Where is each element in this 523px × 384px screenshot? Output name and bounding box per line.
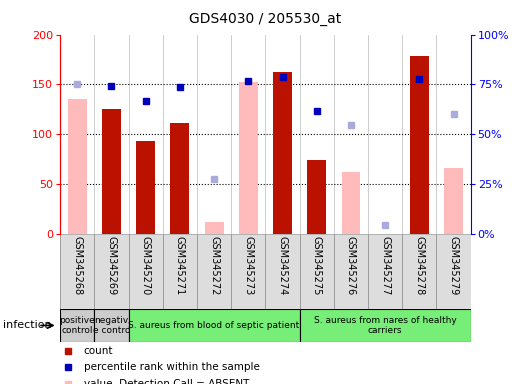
- Bar: [197, 234, 231, 309]
- Text: S. aureus from nares of healthy
carriers: S. aureus from nares of healthy carriers: [314, 316, 457, 335]
- Bar: [239, 83, 258, 234]
- Bar: [342, 172, 360, 234]
- Text: percentile rank within the sample: percentile rank within the sample: [84, 362, 259, 372]
- Text: GSM345273: GSM345273: [243, 237, 253, 296]
- Bar: [402, 234, 437, 309]
- Text: infection: infection: [3, 320, 51, 331]
- Bar: [266, 234, 300, 309]
- Text: GSM345268: GSM345268: [72, 237, 82, 296]
- Bar: [137, 141, 155, 234]
- Bar: [102, 109, 121, 234]
- Bar: [300, 309, 471, 342]
- Text: GSM345270: GSM345270: [141, 237, 151, 296]
- Bar: [231, 234, 266, 309]
- Bar: [368, 234, 402, 309]
- Text: GDS4030 / 205530_at: GDS4030 / 205530_at: [189, 12, 342, 25]
- Text: value, Detection Call = ABSENT: value, Detection Call = ABSENT: [84, 379, 249, 384]
- Text: GSM345276: GSM345276: [346, 237, 356, 296]
- Bar: [94, 309, 129, 342]
- Bar: [308, 161, 326, 234]
- Text: GSM345269: GSM345269: [107, 237, 117, 296]
- Text: negativ
e contro: negativ e contro: [93, 316, 130, 335]
- Text: GSM345275: GSM345275: [312, 237, 322, 296]
- Bar: [300, 234, 334, 309]
- Text: GSM345272: GSM345272: [209, 237, 219, 296]
- Text: GSM345271: GSM345271: [175, 237, 185, 296]
- Bar: [60, 309, 94, 342]
- Text: GSM345277: GSM345277: [380, 237, 390, 296]
- Text: GSM345278: GSM345278: [414, 237, 424, 296]
- Bar: [129, 309, 300, 342]
- Text: S. aureus from blood of septic patient: S. aureus from blood of septic patient: [129, 321, 300, 330]
- Bar: [68, 99, 87, 234]
- Bar: [170, 123, 189, 234]
- Text: GSM345274: GSM345274: [278, 237, 288, 296]
- Bar: [60, 234, 94, 309]
- Bar: [410, 56, 429, 234]
- Text: GSM345279: GSM345279: [449, 237, 459, 296]
- Bar: [437, 234, 471, 309]
- Bar: [204, 222, 223, 234]
- Text: positive
control: positive control: [60, 316, 95, 335]
- Text: count: count: [84, 346, 113, 356]
- Bar: [334, 234, 368, 309]
- Bar: [273, 71, 292, 234]
- Bar: [444, 168, 463, 234]
- Bar: [163, 234, 197, 309]
- Bar: [129, 234, 163, 309]
- Bar: [94, 234, 129, 309]
